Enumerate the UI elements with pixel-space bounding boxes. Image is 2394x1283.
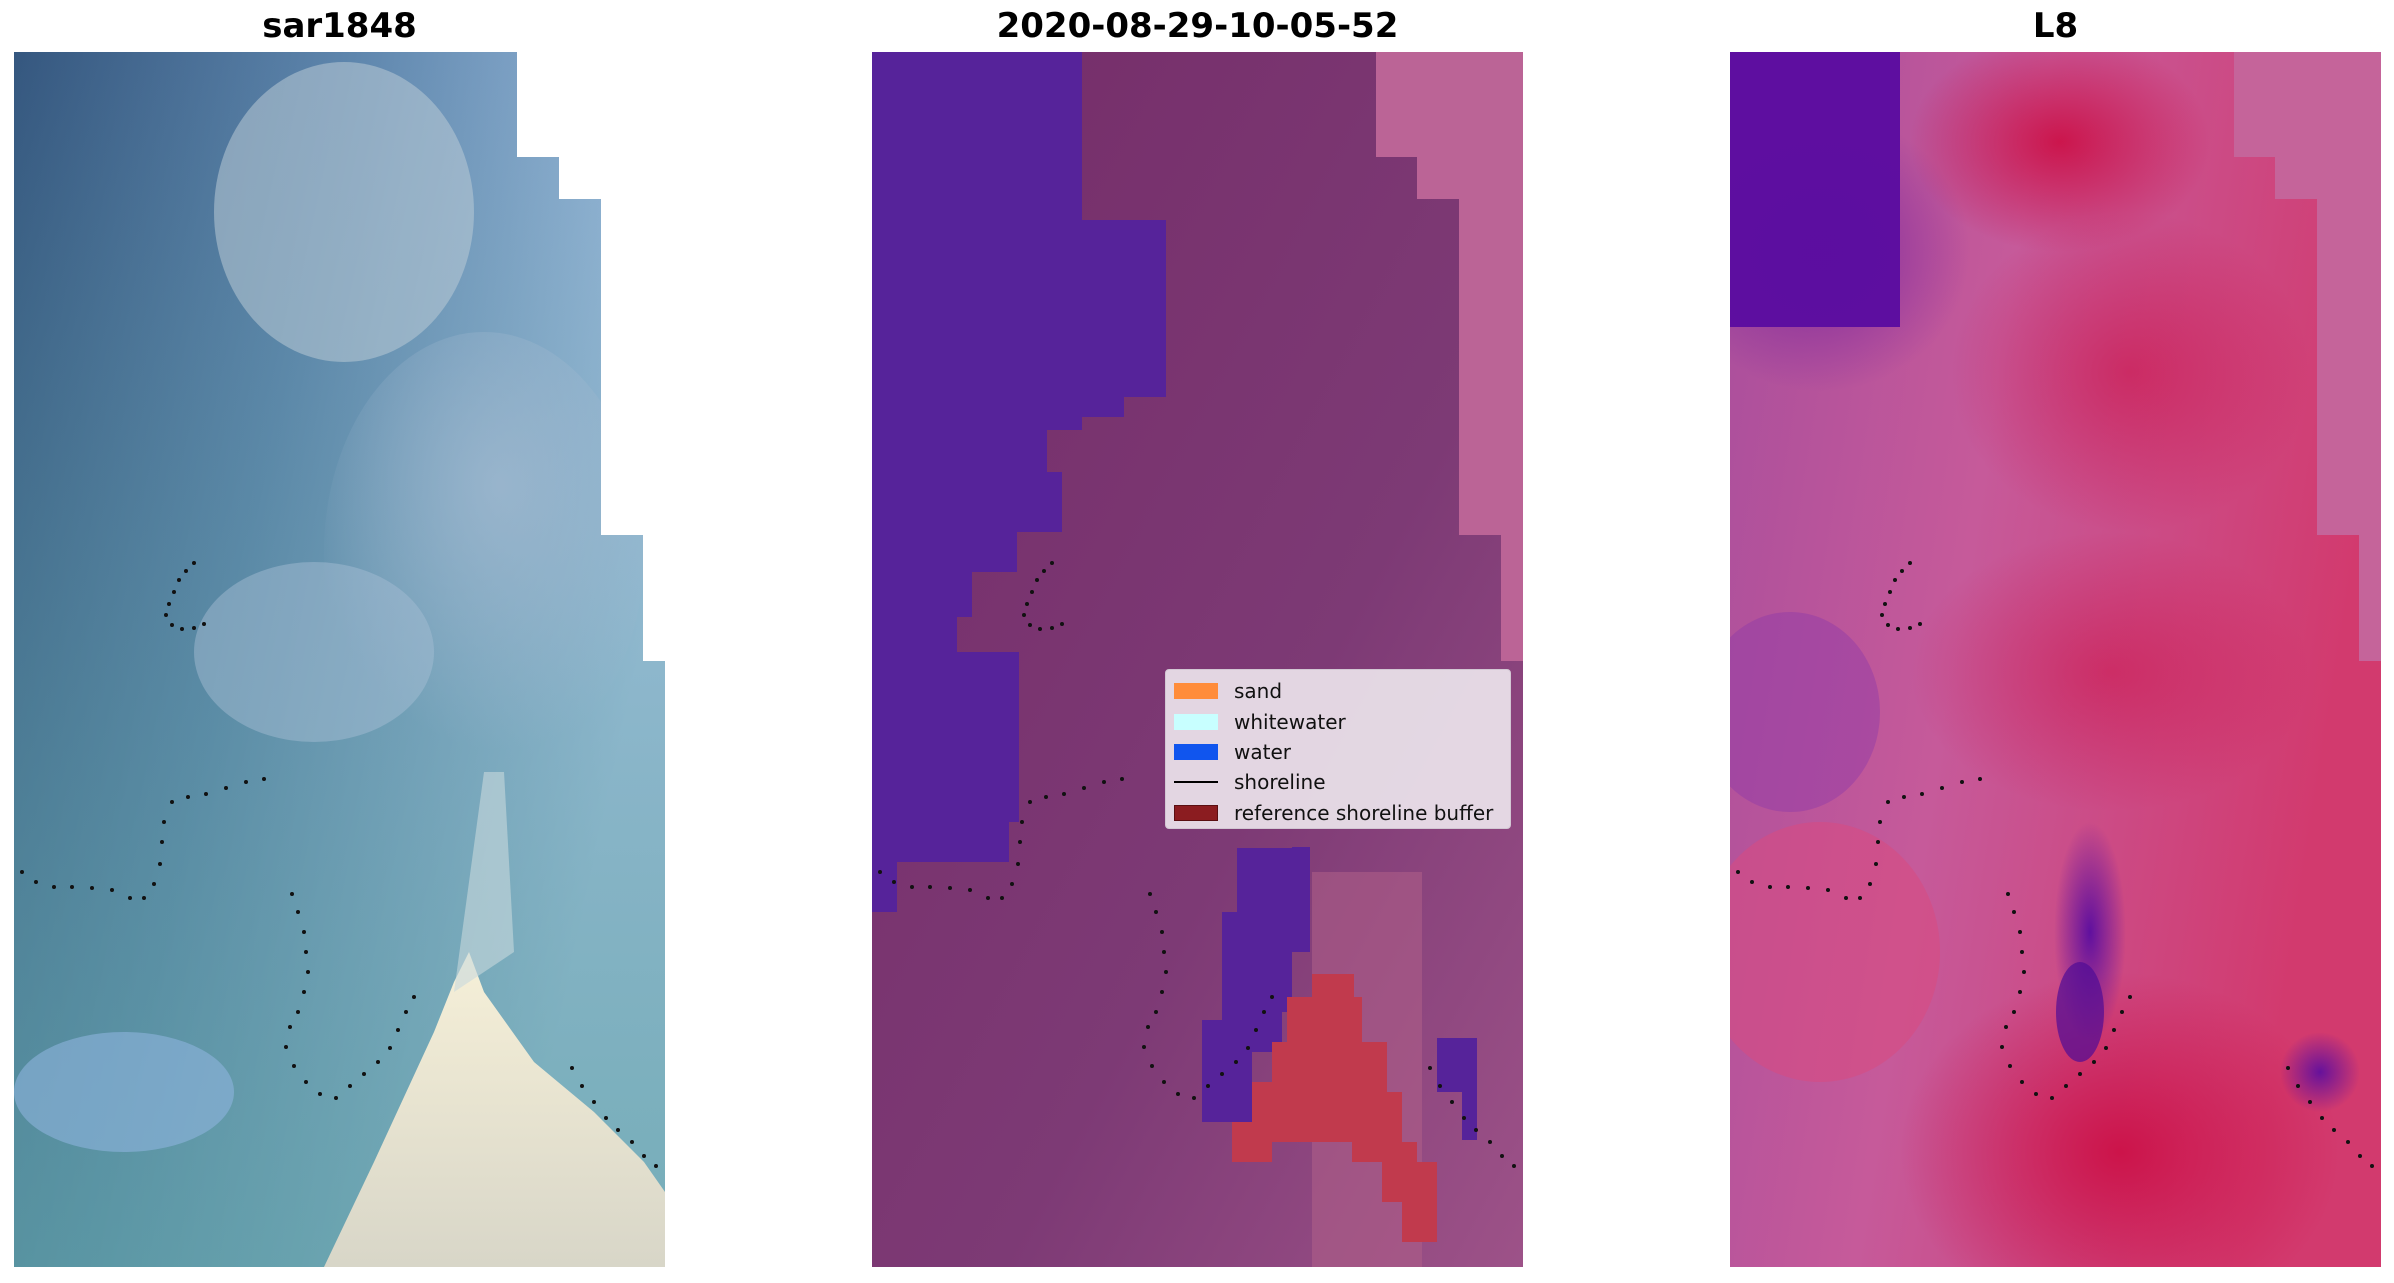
classification-legend: sand whitewater water shoreline referenc… <box>1165 669 1511 829</box>
rgb-image-panel <box>14 52 665 1267</box>
classified-image <box>872 52 1523 1267</box>
legend-item-reference-buffer: reference shoreline buffer <box>1174 798 1502 828</box>
reference-buffer-swatch <box>1174 804 1218 821</box>
legend-item-whitewater: whitewater <box>1174 706 1502 736</box>
sand-swatch <box>1174 683 1218 700</box>
panel-title-classified: 2020-08-29-10-05-52 <box>996 6 1399 46</box>
water-swatch <box>1174 743 1218 760</box>
legend-label: sand <box>1234 679 1283 704</box>
panel-title-index: L8 <box>2032 6 2079 46</box>
legend-label: reference shoreline buffer <box>1234 800 1494 825</box>
classified-shoreline-dots <box>878 561 1516 1168</box>
index-image-panel <box>1730 52 2381 1267</box>
legend-label: whitewater <box>1234 709 1346 734</box>
index-image <box>1730 52 2381 1267</box>
rgb-shoreline-dots <box>20 561 658 1168</box>
legend-label: water <box>1234 739 1291 764</box>
shoreline-line-swatch <box>1174 781 1218 784</box>
legend-item-sand: sand <box>1174 676 1502 706</box>
legend-label: shoreline <box>1234 770 1326 795</box>
panel-title-rgb: sar1848 <box>262 6 417 46</box>
legend-item-water: water <box>1174 737 1502 767</box>
classified-image-panel <box>872 52 1523 1267</box>
rgb-image <box>14 52 665 1267</box>
whitewater-swatch <box>1174 713 1218 730</box>
index-shoreline-dots <box>1736 561 2374 1168</box>
legend-item-shoreline: shoreline <box>1174 767 1502 797</box>
